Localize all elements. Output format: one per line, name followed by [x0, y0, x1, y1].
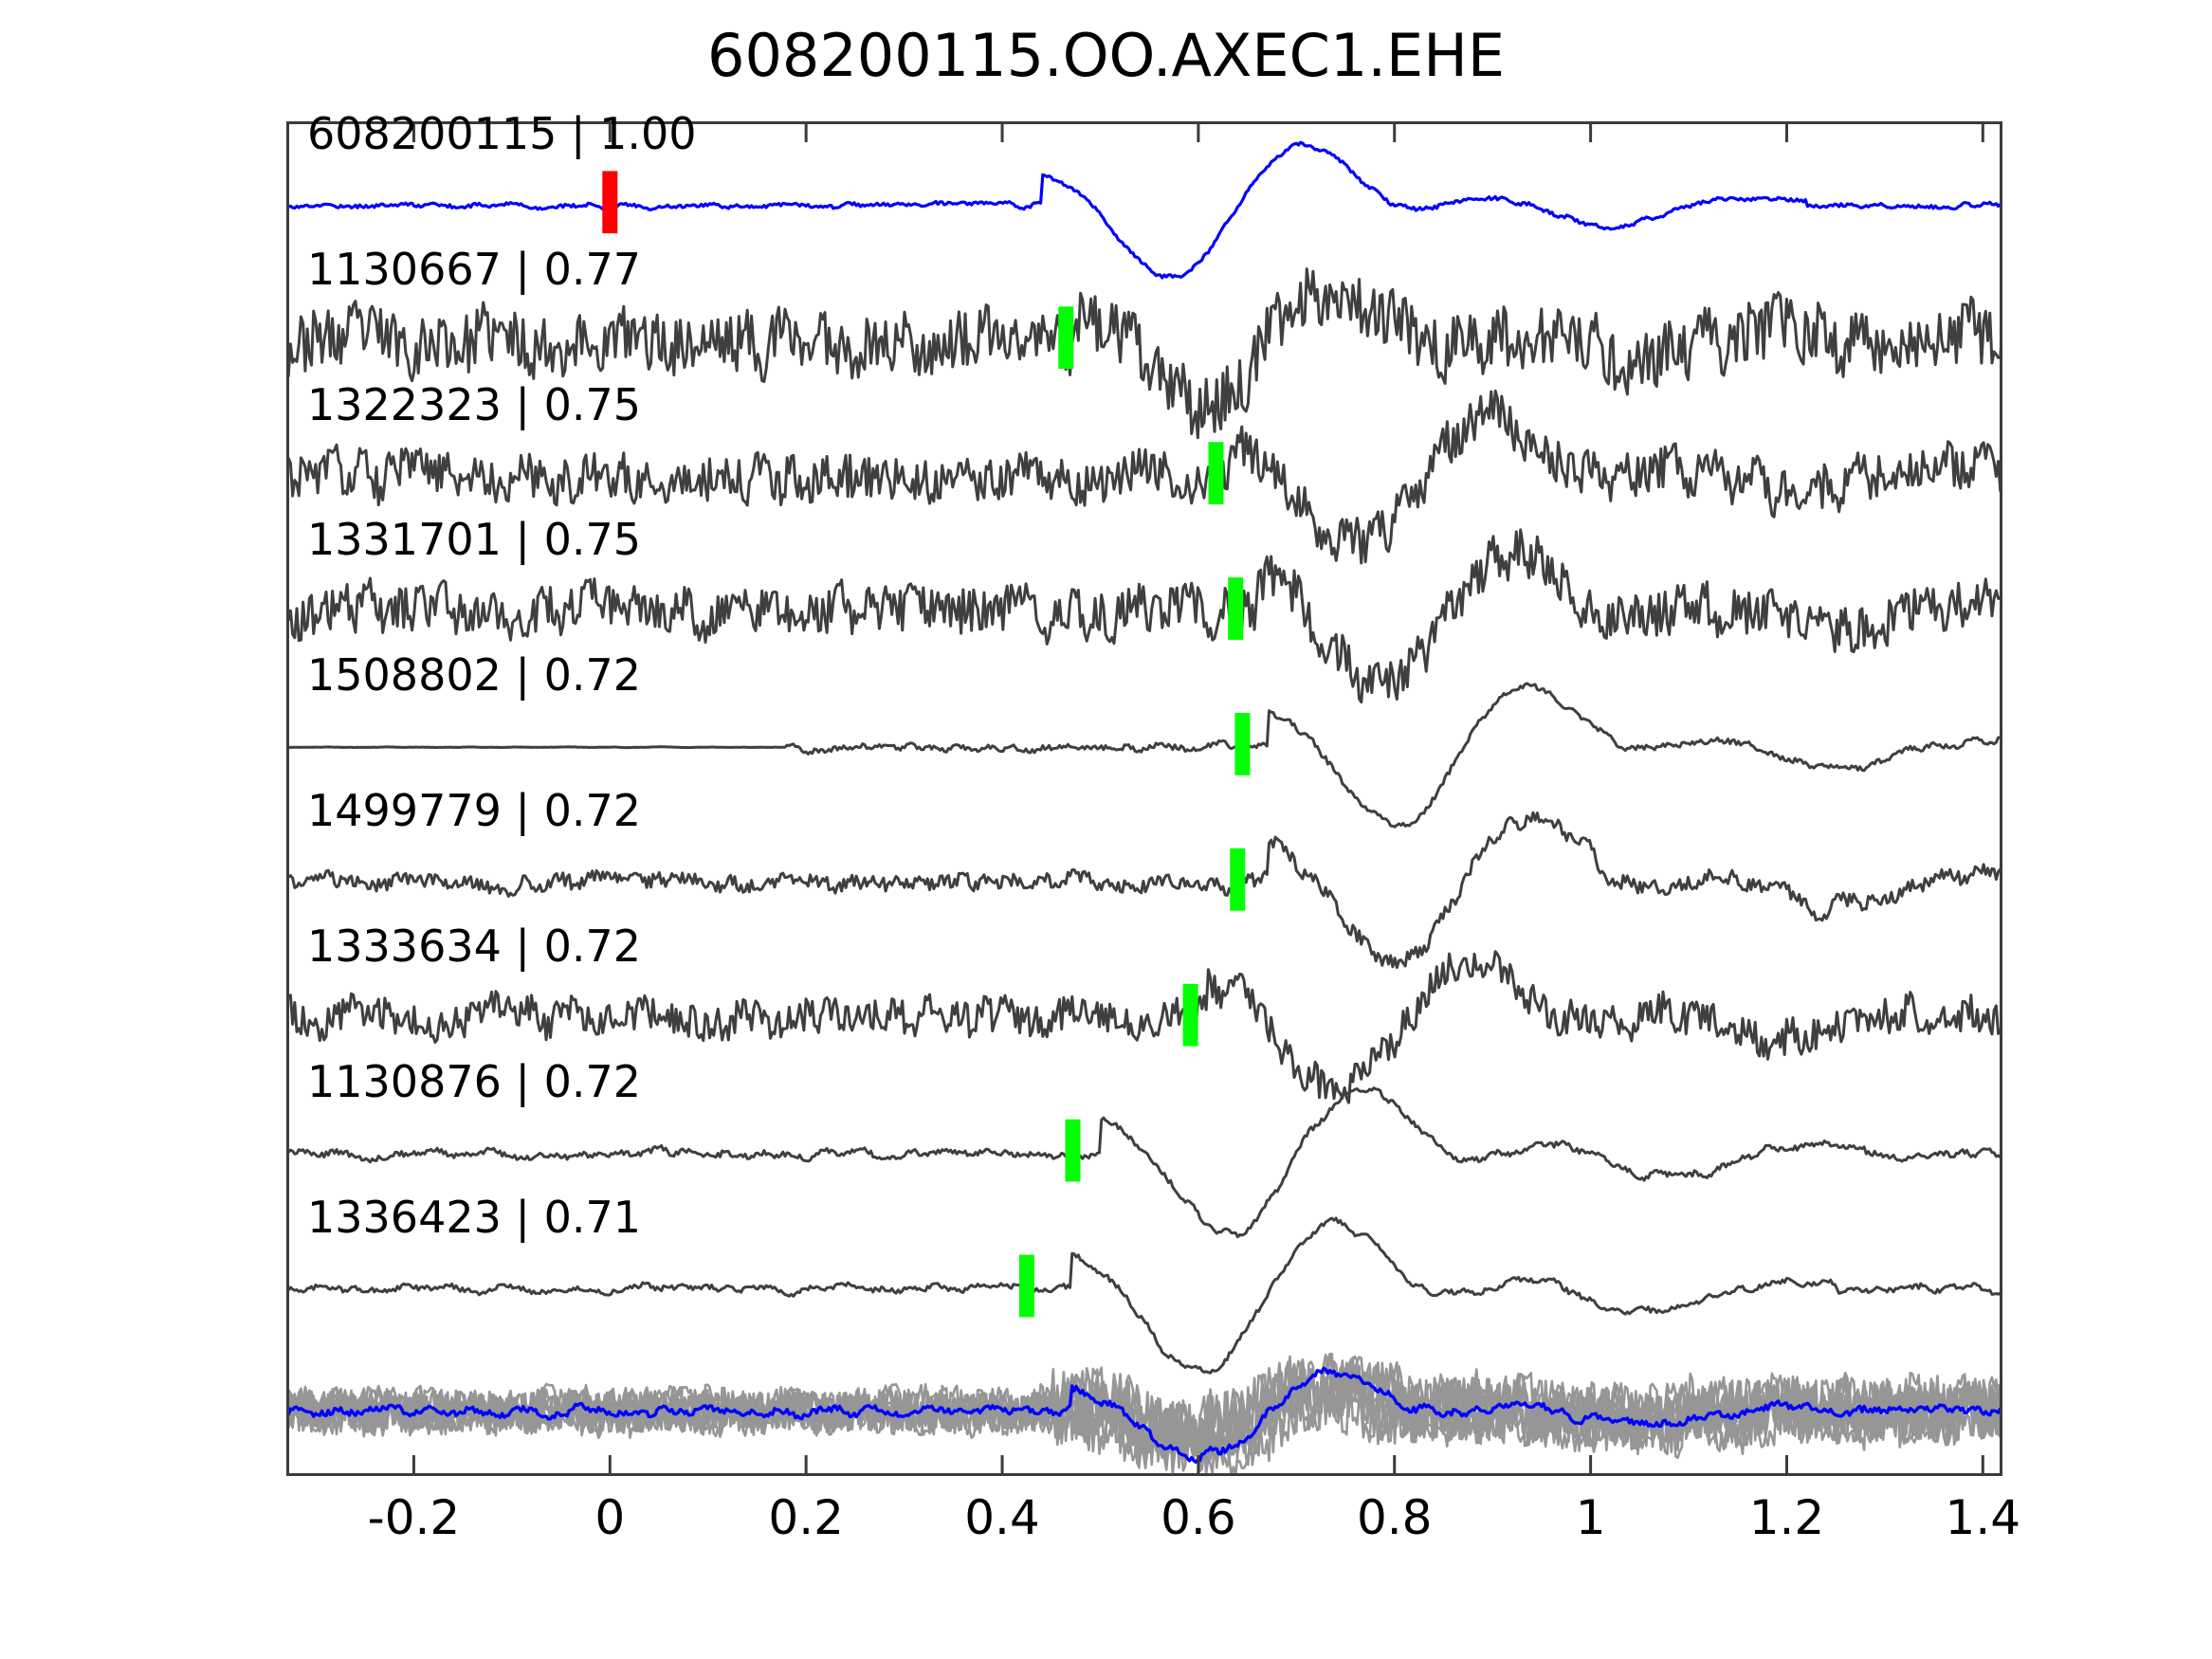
trace-label-1499779: 1499779 | 0.72 — [307, 785, 642, 837]
pick-marker-1336423 — [1018, 1254, 1034, 1318]
trace-label-1322323: 1322323 | 0.75 — [307, 378, 642, 430]
waveform-canvas — [286, 121, 2002, 1476]
x-tick-label: 0 — [594, 1490, 626, 1545]
waveform-trace-1331701 — [286, 528, 2002, 704]
trace-label-608200115: 608200115 | 1.00 — [307, 107, 697, 159]
pick-marker-1333634 — [1182, 983, 1198, 1047]
x-axis-tick-labels: -0.2 0 0.2 0.4 0.6 0.8 1 1.2 1.4 — [286, 1490, 2020, 1557]
waveform-trace-1130667 — [286, 267, 2002, 440]
waveform-trace-1322323 — [286, 389, 2002, 565]
pick-marker-608200115 — [602, 171, 618, 234]
x-tick-label: 1 — [1575, 1490, 1606, 1545]
pick-marker-1331701 — [1228, 577, 1244, 640]
x-tick-label: 0.4 — [964, 1490, 1040, 1545]
waveform-trace-1130876 — [286, 1086, 2002, 1239]
pick-marker-1322323 — [1208, 442, 1224, 504]
x-tick-label: 0.6 — [1161, 1490, 1236, 1545]
pick-marker-1130667 — [1058, 306, 1074, 370]
trace-label-1331701: 1331701 | 0.75 — [307, 514, 642, 566]
pick-marker-1499779 — [1230, 848, 1246, 911]
x-tick-label: 0.8 — [1356, 1490, 1433, 1545]
waveform-trace-1336423 — [286, 1216, 2002, 1375]
x-tick-label: 1.2 — [1748, 1490, 1825, 1545]
x-tick-label: 1.4 — [1945, 1490, 2021, 1545]
waveform-trace-1333634 — [286, 950, 2002, 1104]
pick-marker-1130876 — [1065, 1119, 1081, 1182]
trace-label-1333634: 1333634 | 0.72 — [307, 921, 642, 973]
page-title: 608200115.OO.AXEC1.EHE — [707, 21, 1505, 90]
pick-marker-1508802 — [1234, 713, 1251, 775]
trace-label-1336423: 1336423 | 0.71 — [307, 1191, 642, 1243]
x-tick-label: -0.2 — [367, 1490, 461, 1545]
x-tick-label: 0.2 — [768, 1490, 844, 1545]
stack-trace-template — [286, 1366, 2002, 1464]
waveform-trace-608200115 — [286, 140, 2002, 280]
trace-label-1130667: 1130667 | 0.77 — [307, 243, 642, 295]
waveform-plot[interactable]: 608200115 | 1.00 1130667 | 0.77 1322323 | … — [286, 108, 2002, 1476]
waveform-trace-1508802 — [286, 682, 2002, 829]
waveform-trace-1499779 — [286, 811, 2002, 970]
trace-label-1130876: 1130876 | 0.72 — [307, 1056, 642, 1107]
trace-label-1508802: 1508802 | 0.72 — [307, 649, 642, 702]
